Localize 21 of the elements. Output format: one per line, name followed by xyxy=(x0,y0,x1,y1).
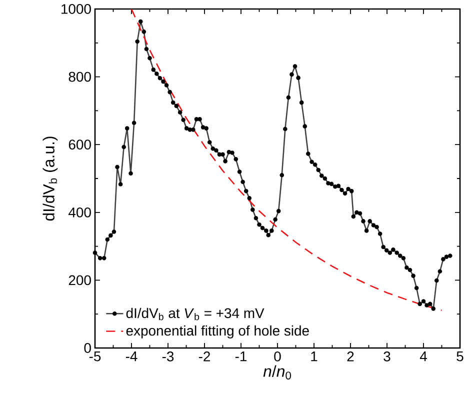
x-tick-label: 0 xyxy=(274,352,281,362)
legend-label: dI/dV$_{b}$ at V$_{b}$ = +34 mV xyxy=(126,308,264,320)
x-tick-label: 2 xyxy=(347,352,354,362)
x-tick-label: -4 xyxy=(126,352,138,362)
y-tick-label: 400 xyxy=(68,207,91,218)
x-tick-label: -1 xyxy=(235,352,247,362)
x-tick-label: -3 xyxy=(162,352,174,362)
x-axis-title: n/n$_{0}$ xyxy=(263,365,291,380)
y-tick-label: 800 xyxy=(68,72,91,82)
y-tick-label: 600 xyxy=(68,140,91,150)
legend-label: exponential fitting of hole side xyxy=(126,325,309,338)
x-tick-label: 5 xyxy=(456,352,464,362)
y-tick-label: 200 xyxy=(68,275,91,286)
x-tick-label: -2 xyxy=(198,352,210,362)
y-tick-label: 0 xyxy=(84,343,91,353)
x-tick-label: 3 xyxy=(384,352,390,362)
y-axis-title: dI/dV$_{b}$ (a.u.) xyxy=(42,136,58,221)
x-tick-label: 1 xyxy=(311,352,318,362)
x-tick-label: -5 xyxy=(89,352,101,362)
x-tick-label: 4 xyxy=(420,352,427,362)
y-tick-label: 1000 xyxy=(62,4,91,14)
